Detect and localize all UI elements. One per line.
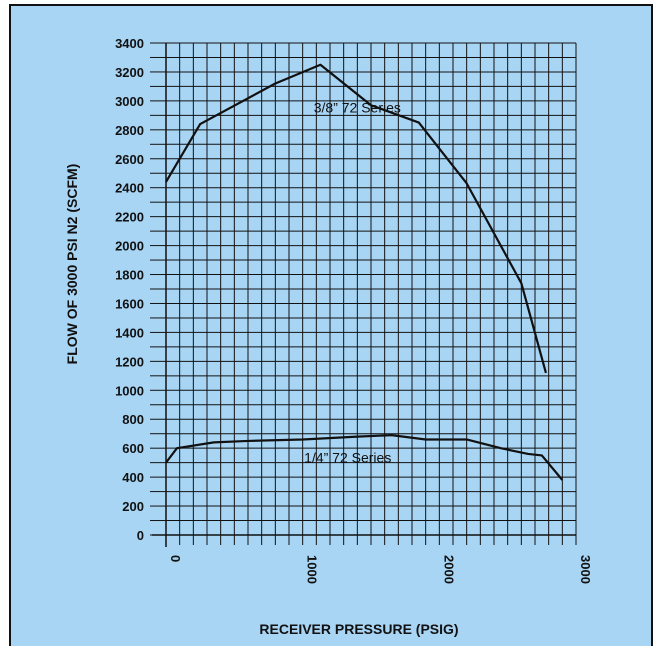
- y-tick-label: 800: [122, 412, 144, 427]
- series-line-2: [165, 434, 564, 481]
- chart: 0 200 400 600 800 1000 1200 1400 1600 1800 2000 220…: [9, 4, 653, 646]
- series-lines: [165, 63, 564, 481]
- x-tick-label: 2000: [441, 555, 456, 584]
- y-tick-label: 2600: [115, 152, 144, 167]
- x-axis-title: RECEIVER PRESSURE (PSIG): [259, 621, 458, 637]
- y-tick-label: 1200: [115, 354, 144, 369]
- y-tick-label: 0: [137, 528, 144, 543]
- y-tick-label: 3400: [115, 36, 144, 51]
- y-tick-label: 1000: [115, 383, 144, 398]
- series-labels: 3/8” 72 Series 1/4” 72 Series: [304, 99, 401, 465]
- y-tick-label: 1600: [115, 296, 144, 311]
- y-tick-label: 600: [122, 441, 144, 456]
- panel-border: [9, 4, 653, 646]
- series-label-1: 3/8” 72 Series: [314, 99, 401, 115]
- tick-labels: 0 200 400 600 800 1000 1200 1400 1600 1800 2000 220…: [115, 36, 593, 584]
- y-tick-label: 2800: [115, 123, 144, 138]
- y-tick-label: 2400: [115, 181, 144, 196]
- series-line-1: [165, 63, 547, 374]
- grid: [150, 42, 577, 547]
- y-tick-label: 3200: [115, 65, 144, 80]
- chart-panel: 0 200 400 600 800 1000 1200 1400 1600 1800 2000 220…: [9, 4, 653, 646]
- y-tick-label: 1400: [115, 325, 144, 340]
- x-tick-label: 0: [168, 555, 183, 562]
- series-label-2: 1/4” 72 Series: [304, 450, 391, 466]
- y-tick-label: 400: [122, 470, 144, 485]
- chart-background: [9, 4, 653, 646]
- y-tick-label: 2000: [115, 239, 144, 254]
- y-tick-label: 3000: [115, 94, 144, 109]
- x-tick-label: 1000: [305, 555, 320, 584]
- x-tick-label: 3000: [578, 555, 593, 584]
- y-tick-label: 2200: [115, 210, 144, 225]
- y-tick-label: 200: [122, 499, 144, 514]
- y-tick-label: 1800: [115, 268, 144, 283]
- y-axis-title: FLOW OF 3000 PSI N2 (SCFM): [64, 164, 80, 365]
